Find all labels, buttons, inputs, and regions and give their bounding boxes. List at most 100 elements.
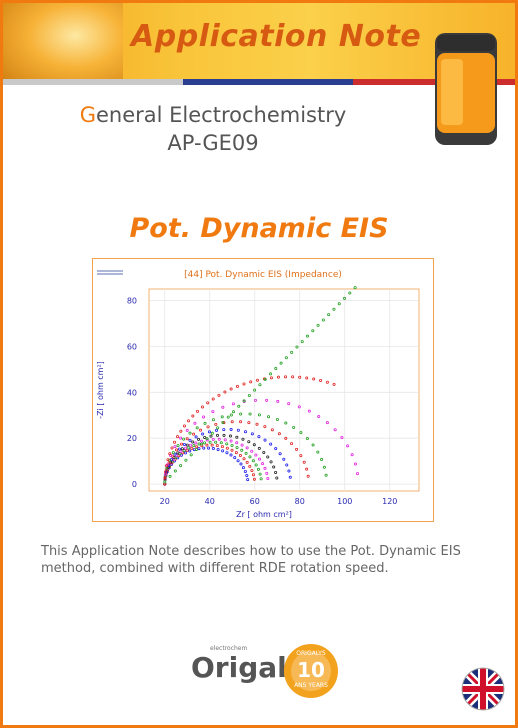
data-point xyxy=(199,428,203,432)
data-point xyxy=(188,443,192,447)
data-point xyxy=(267,415,271,419)
data-point xyxy=(311,329,315,333)
data-point xyxy=(239,462,243,466)
data-point xyxy=(188,438,192,442)
data-point xyxy=(355,472,359,476)
data-point xyxy=(229,453,233,457)
data-point xyxy=(229,413,233,417)
data-point xyxy=(337,302,341,306)
data-point xyxy=(226,415,230,419)
data-point xyxy=(265,398,269,402)
data-point xyxy=(340,435,344,439)
data-point xyxy=(230,448,234,452)
data-point xyxy=(249,380,253,384)
data-point xyxy=(263,425,267,429)
data-point xyxy=(317,414,321,418)
data-point xyxy=(256,378,260,382)
data-point xyxy=(291,375,295,379)
data-point xyxy=(195,426,199,430)
data-point xyxy=(236,459,240,463)
subtitle-rest: eneral Electrochemistry xyxy=(95,103,347,127)
data-point xyxy=(170,446,174,450)
data-point xyxy=(219,441,223,445)
data-point xyxy=(242,399,246,403)
data-point xyxy=(199,439,203,443)
data-point xyxy=(168,458,172,462)
data-point xyxy=(194,441,198,445)
data-point xyxy=(215,444,219,448)
y-tick-label: 0 xyxy=(132,480,137,489)
data-point xyxy=(254,463,258,467)
data-point xyxy=(332,307,336,311)
data-point xyxy=(211,447,215,451)
badge-number: 10 xyxy=(297,658,325,682)
x-tick-label: 100 xyxy=(337,497,352,506)
data-point xyxy=(201,432,205,436)
data-point xyxy=(255,422,259,426)
data-point xyxy=(185,428,189,432)
description-text: This Application Note describes how to u… xyxy=(41,544,461,576)
data-point xyxy=(216,447,220,451)
data-point xyxy=(179,442,183,446)
data-point xyxy=(274,367,278,371)
uk-flag-icon[interactable] xyxy=(461,667,505,711)
data-point xyxy=(189,453,193,457)
data-point xyxy=(263,466,267,470)
data-point xyxy=(223,390,227,394)
data-point xyxy=(229,439,233,443)
data-point xyxy=(248,412,252,416)
data-point xyxy=(167,461,171,465)
data-point xyxy=(233,456,237,460)
data-point xyxy=(187,419,191,423)
data-point xyxy=(297,405,301,409)
data-point xyxy=(195,445,199,449)
stripe-blue xyxy=(183,79,353,85)
data-point xyxy=(348,291,352,295)
data-point xyxy=(176,451,180,455)
data-point xyxy=(247,421,251,425)
data-point xyxy=(241,437,245,441)
data-point xyxy=(312,377,316,381)
data-point xyxy=(187,446,191,450)
data-point xyxy=(220,445,224,449)
data-point xyxy=(211,397,215,401)
data-point xyxy=(269,376,273,380)
data-point xyxy=(203,441,207,445)
data-point xyxy=(258,457,262,461)
data-point xyxy=(321,318,325,322)
data-point xyxy=(183,446,187,450)
data-point xyxy=(191,440,195,444)
data-point xyxy=(225,442,229,446)
data-point xyxy=(168,463,172,467)
data-point xyxy=(300,340,304,344)
data-point xyxy=(243,469,247,473)
data-point xyxy=(193,421,197,425)
data-point xyxy=(252,443,256,447)
data-point xyxy=(217,393,221,397)
x-axis-label: Zr [ ohm cm²] xyxy=(236,510,292,519)
data-point xyxy=(316,323,320,327)
data-point xyxy=(250,432,254,436)
data-point xyxy=(272,465,276,469)
data-point xyxy=(299,431,303,435)
data-point xyxy=(215,433,219,437)
data-point xyxy=(250,449,254,453)
data-point xyxy=(324,473,328,477)
data-point xyxy=(205,437,209,441)
data-point xyxy=(225,451,229,455)
stripe-gray xyxy=(3,79,183,85)
data-point xyxy=(163,476,167,480)
data-point xyxy=(179,436,183,440)
data-point xyxy=(252,477,256,481)
data-point xyxy=(231,402,235,406)
data-point xyxy=(275,417,279,421)
data-point xyxy=(243,430,247,434)
data-point xyxy=(228,434,232,438)
data-point xyxy=(171,451,175,455)
data-point xyxy=(311,443,315,447)
data-point xyxy=(216,426,220,430)
data-point xyxy=(320,458,324,462)
data-point xyxy=(253,388,257,392)
data-point xyxy=(305,376,309,380)
data-point xyxy=(275,476,279,480)
